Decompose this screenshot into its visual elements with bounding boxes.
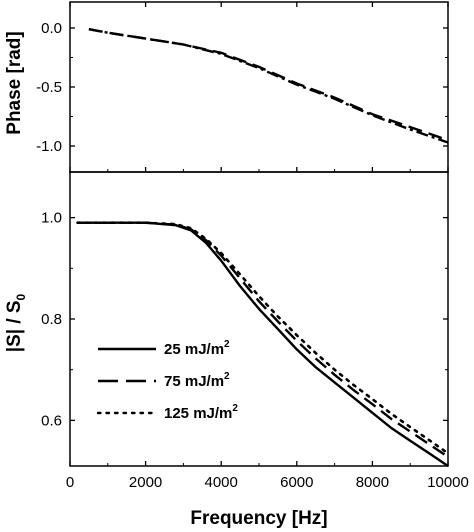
x-tick-label: 0: [66, 474, 74, 491]
x-axis-title: Frequency [Hz]: [190, 508, 327, 529]
top-series-line-1: [88, 28, 449, 144]
legend-label-3: 125 mJ/m2: [164, 403, 238, 422]
bottom-y-tick-label: 1.0: [41, 210, 62, 227]
top-y-tick-label: -0.5: [36, 79, 62, 96]
top-y-tick-label: -1.0: [36, 138, 62, 155]
bottom-series-line-1: [77, 221, 449, 467]
x-tick-label: 2000: [129, 474, 162, 491]
legend-label-2: 75 mJ/m2: [164, 371, 230, 390]
legend-label-superscript: 2: [224, 371, 230, 382]
bottom-panel-frame: [69, 171, 449, 467]
legend-label-1: 25 mJ/m2: [164, 339, 230, 358]
bottom-y-tick-label: 0.6: [41, 412, 62, 429]
top-y-tick-label: 0.0: [41, 20, 62, 37]
bottom-y-tick-label: 0.8: [41, 311, 62, 328]
top-y-axis-title: Phase [rad]: [4, 31, 25, 134]
x-tick-label: 6000: [280, 474, 313, 491]
legend-label-superscript: 2: [232, 403, 238, 414]
top-series-line-2: [88, 28, 449, 142]
bottom-series-line-3: [76, 221, 450, 455]
x-tick-label: 8000: [356, 474, 389, 491]
x-tick-label: 4000: [205, 474, 238, 491]
bottom-y-axis-title: |S| / S0: [4, 293, 28, 352]
bottom-y-axis-title-subscript: 0: [14, 293, 28, 300]
x-tick-label: 10000: [427, 474, 469, 491]
bottom-series-line-2: [77, 221, 449, 458]
legend-label-superscript: 2: [224, 339, 230, 350]
top-panel-frame: [69, 1, 449, 173]
